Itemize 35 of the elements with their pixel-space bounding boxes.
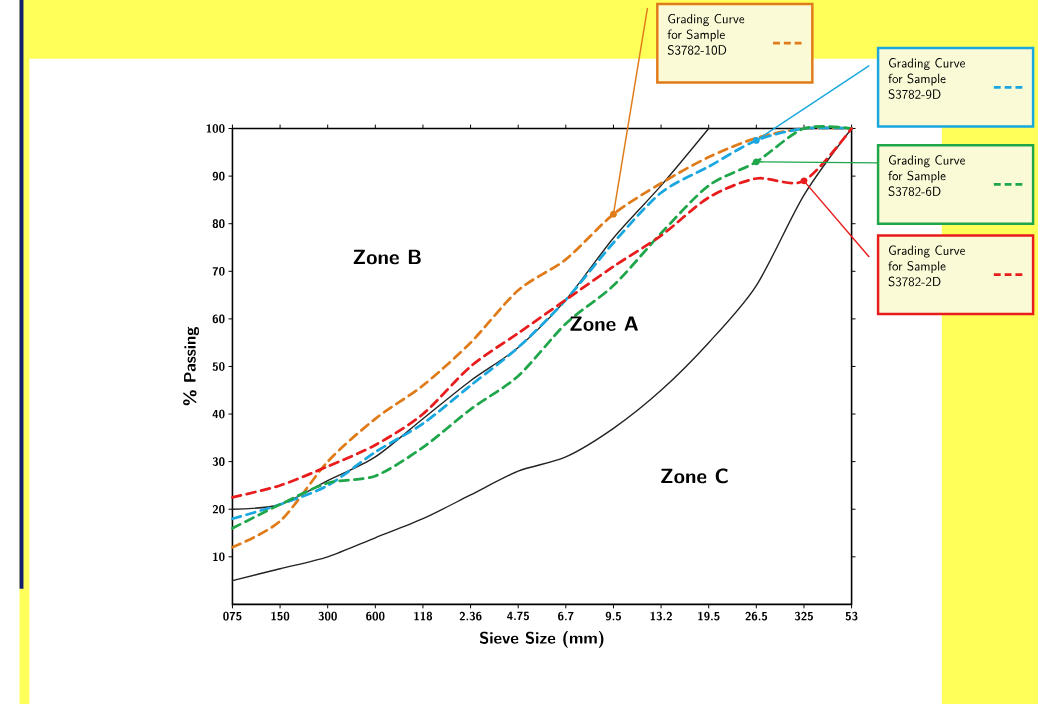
legend-label: Grading Curve for Sample S3782-2D [888,245,965,287]
y-tick-label: 70 [212,266,225,276]
y-tick-label: 20 [212,504,225,514]
x-tick-label: 2.36 [459,611,482,621]
x-tick-label: 9.5 [605,611,622,621]
y-tick-label: 40 [212,409,225,419]
x-tick-label: 325 [794,611,813,621]
point [752,136,760,144]
y-axis-title: % Passing [183,326,199,406]
x-tick-label: 26.5 [745,611,768,621]
annotation: Zone A [570,316,638,331]
y-tick-label: 80 [212,219,225,228]
x-tick-label: 4.75 [507,611,530,620]
x-tick-label: 300 [318,611,337,621]
x-tick-label: 075 [223,611,242,621]
point [752,158,760,166]
x-tick-label: 6.7 [558,611,574,621]
y-tick-label: 90 [212,171,225,181]
x-tick-label: 118 [414,611,433,621]
annotation: Zone C [661,468,728,484]
x-tick-label: 13.2 [650,611,672,621]
y-tick-label: 10 [213,552,225,561]
x-tick-label: 150 [271,611,290,621]
annotation: Zone B [353,249,421,265]
x-axis-title: Sieve Size (mm) [479,630,604,648]
x-tick-label: 53 [845,611,858,621]
legend-label: Grading Curve for Sample S3782-6D [888,154,965,196]
x-tick-label: 19.5 [698,611,720,621]
legend-label: Grading Curve for Sample S3782-9D [888,57,965,99]
x-tick-label: 600 [366,611,385,621]
legend-label: Grading Curve for Sample S3782-10D [667,13,745,55]
y-tick-label: 50 [212,361,225,371]
y-tick-label: 100 [206,123,225,133]
y-tick-label: 30 [212,457,225,466]
y-tick-label: 60 [212,314,225,323]
